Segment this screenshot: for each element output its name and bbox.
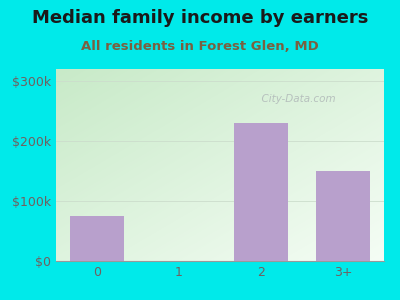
Bar <box>234 123 288 261</box>
Text: All residents in Forest Glen, MD: All residents in Forest Glen, MD <box>81 40 319 53</box>
Bar <box>70 216 124 261</box>
Text: Median family income by earners: Median family income by earners <box>32 9 368 27</box>
Bar <box>316 171 370 261</box>
Text: City-Data.com: City-Data.com <box>255 94 336 103</box>
